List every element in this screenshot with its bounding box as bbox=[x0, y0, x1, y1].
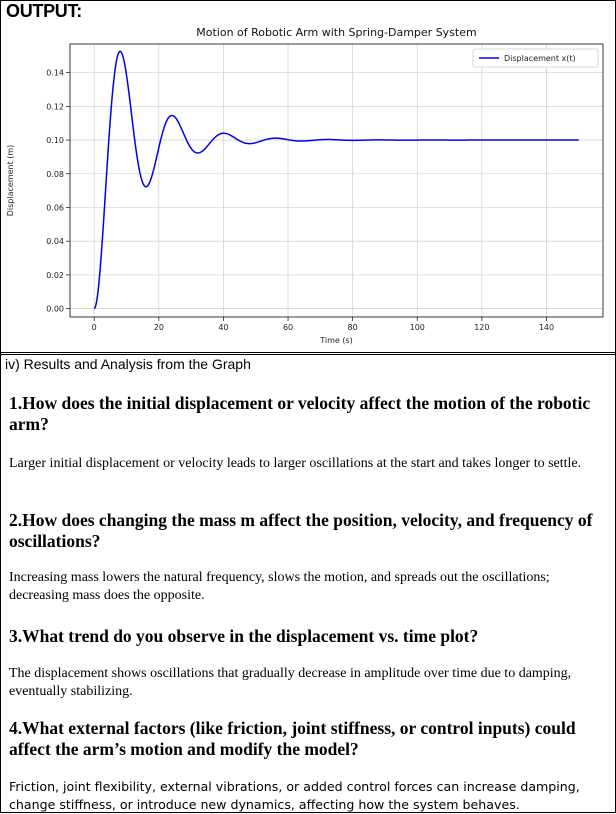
y-tick-label: 0.14 bbox=[46, 69, 64, 78]
y-tick-label: 0.06 bbox=[46, 203, 64, 212]
question-4: 4.What external factors (like friction, … bbox=[9, 718, 576, 759]
series-line bbox=[93, 50, 579, 310]
section-heading: iv) Results and Analysis from the Graph bbox=[5, 356, 251, 372]
y-tick-label: 0.04 bbox=[46, 237, 64, 246]
divider bbox=[0, 352, 616, 353]
question-3: 3.What trend do you observe in the displ… bbox=[9, 626, 479, 646]
answer-1: Larger initial displacement or velocity … bbox=[9, 456, 582, 471]
y-tick-label: 0.00 bbox=[46, 305, 64, 314]
divider bbox=[0, 354, 616, 355]
legend-box bbox=[472, 48, 599, 68]
x-axis-label: Time (s) bbox=[319, 336, 353, 345]
legend-label: Displacement x(t) bbox=[504, 54, 576, 63]
x-tick-label: 0 bbox=[92, 323, 97, 332]
question-2: 2.How does changing the mass m affect th… bbox=[9, 510, 593, 551]
answer-4: Friction, joint flexibility, external vi… bbox=[9, 779, 580, 812]
plot-frame bbox=[69, 43, 604, 318]
question-1: 1.How does the initial displacement or v… bbox=[9, 393, 591, 434]
chart-title: Motion of Robotic Arm with Spring-Damper… bbox=[196, 26, 476, 39]
x-tick-label: 60 bbox=[283, 323, 293, 332]
x-tick-label: 80 bbox=[348, 323, 358, 332]
x-tick-label: 40 bbox=[218, 323, 228, 332]
chart-container: 0 20 40 60 80 100 120 140 0.00 0.02 0.04 0.06 0.08 0.… bbox=[0, 22, 616, 350]
x-tick-label: 100 bbox=[410, 323, 425, 332]
y-tick-label: 0.02 bbox=[46, 271, 64, 280]
y-tick-label: 0.10 bbox=[46, 136, 64, 145]
x-tick-label: 140 bbox=[539, 323, 554, 332]
displacement-chart: 0 20 40 60 80 100 120 140 0.00 0.02 0.04 0.06 0.08 0.… bbox=[6, 26, 604, 345]
output-label: OUTPUT: bbox=[6, 1, 82, 21]
y-tick-label: 0.08 bbox=[46, 170, 64, 179]
x-tick-label: 20 bbox=[154, 323, 164, 332]
y-axis-label: Displacement (m) bbox=[6, 145, 15, 217]
answer-3: The displacement shows oscillations that… bbox=[9, 666, 572, 699]
answer-2: Increasing mass lowers the natural frequ… bbox=[9, 570, 550, 603]
y-tick-label: 0.12 bbox=[46, 102, 64, 111]
x-tick-label: 120 bbox=[474, 323, 489, 332]
